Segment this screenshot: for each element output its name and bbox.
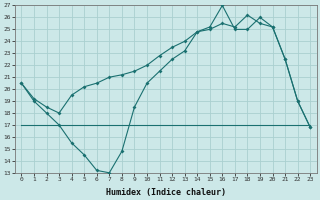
X-axis label: Humidex (Indice chaleur): Humidex (Indice chaleur) bbox=[106, 188, 226, 197]
